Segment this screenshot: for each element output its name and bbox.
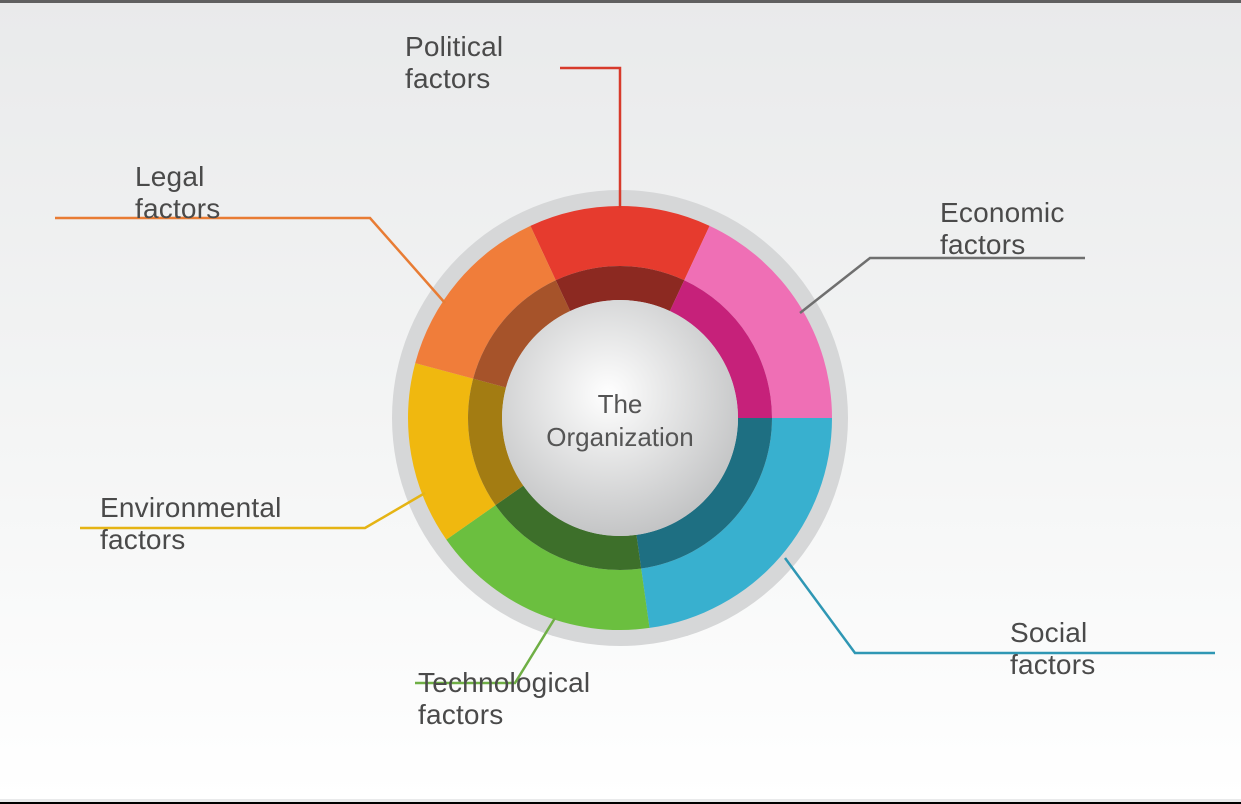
label-economic: Economic factors bbox=[940, 197, 1065, 261]
center-label: The Organization bbox=[530, 388, 710, 453]
label-legal: Legal factors bbox=[135, 161, 220, 225]
pestle-diagram: Political factors Economic factors Social … bbox=[0, 0, 1241, 804]
label-technological: Technological factors bbox=[418, 667, 590, 731]
label-environmental: Environmental factors bbox=[100, 492, 282, 556]
label-social: Social factors bbox=[1010, 617, 1095, 681]
label-political: Political factors bbox=[405, 31, 503, 95]
